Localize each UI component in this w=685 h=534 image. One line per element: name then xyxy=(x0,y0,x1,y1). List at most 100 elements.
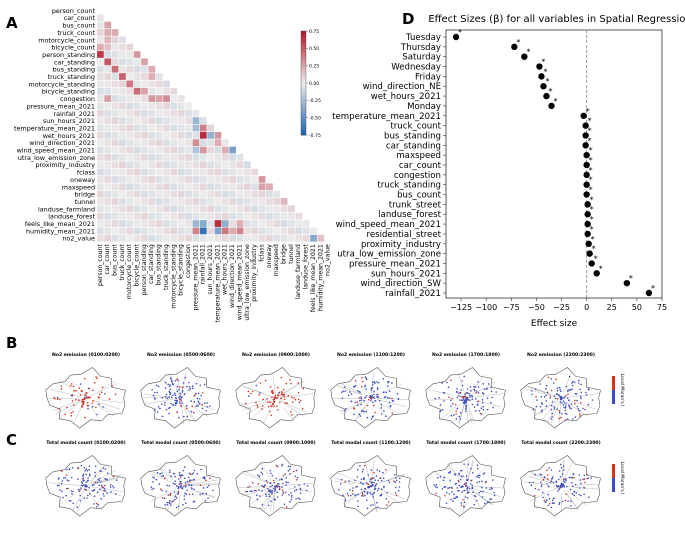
sensor-point xyxy=(176,485,178,487)
sensor-point xyxy=(294,490,296,492)
heatmap-cell xyxy=(126,161,133,168)
sensor-point xyxy=(462,475,464,477)
sensor-point xyxy=(580,396,582,398)
sensor-point xyxy=(456,496,458,498)
sensor-point xyxy=(459,485,461,487)
sensor-point xyxy=(93,503,95,505)
sensor-point xyxy=(561,467,563,469)
heatmap-cell xyxy=(126,191,133,198)
sensor-point xyxy=(188,382,190,384)
sensor-point xyxy=(482,496,484,498)
heatmap-cell xyxy=(134,58,141,65)
sensor-point xyxy=(180,477,182,479)
sensor-point xyxy=(187,416,189,418)
sensor-point xyxy=(365,388,367,390)
sensor-point xyxy=(272,475,274,477)
sensor-point xyxy=(174,476,176,478)
heatmap-cell xyxy=(104,103,111,110)
heatmap-column-label: feels_like_mean_2021 xyxy=(310,244,317,312)
sensor-point xyxy=(97,492,99,494)
sensor-point xyxy=(267,401,269,403)
sensor-point xyxy=(563,485,565,487)
sensor-point xyxy=(264,485,266,487)
sensor-point xyxy=(376,381,378,383)
heatmap-cell xyxy=(207,235,214,242)
sensor-point xyxy=(491,397,493,399)
heatmap-cell xyxy=(259,213,266,220)
heatmap-cell xyxy=(148,132,155,139)
sensor-point xyxy=(460,479,462,481)
heatmap-cell xyxy=(141,191,148,198)
sensor-point xyxy=(247,487,249,489)
sensor-point xyxy=(61,483,63,485)
heatmap-cell xyxy=(134,154,141,161)
sensor-point xyxy=(252,391,254,393)
sensor-point xyxy=(73,386,75,388)
sensor-point xyxy=(553,382,555,384)
sensor-point xyxy=(268,406,270,408)
sensor-point xyxy=(103,467,105,469)
sensor-point xyxy=(359,465,361,467)
effect-category-label: proximity_industry xyxy=(361,240,441,250)
heatmap-cell xyxy=(126,58,133,65)
map-panel: No2 emission (0100:0200) xyxy=(46,352,126,428)
colorbar-segment xyxy=(301,41,306,44)
effect-category-label: rainfall_2021 xyxy=(385,289,441,299)
sensor-point xyxy=(580,402,582,404)
sensor-point xyxy=(386,498,388,500)
sensor-point xyxy=(285,402,287,404)
heatmap-cell xyxy=(126,103,133,110)
sensor-point xyxy=(357,505,359,507)
colorbar-segment xyxy=(301,109,306,112)
sensor-point xyxy=(104,485,106,487)
map-title: Total modal count (1700:1800) xyxy=(426,440,505,446)
sensor-point xyxy=(481,481,483,483)
sensor-point xyxy=(185,484,187,486)
sensor-point xyxy=(573,491,575,493)
heatmap-cell xyxy=(134,81,141,88)
sensor-point xyxy=(290,383,292,385)
sensor-point xyxy=(262,405,264,407)
sensor-point xyxy=(474,504,476,506)
sensor-point xyxy=(53,397,55,399)
colorbar-segment xyxy=(301,80,306,83)
sensor-point xyxy=(95,376,97,378)
heatmap-column-label: proximity_industry xyxy=(251,244,258,302)
heatmap-cell xyxy=(112,117,119,124)
sensor-point xyxy=(378,382,380,384)
heatmap-cell xyxy=(112,132,119,139)
sensor-point xyxy=(191,400,193,402)
sensor-point xyxy=(487,409,489,411)
heatmap-cell xyxy=(215,147,222,154)
sensor-point xyxy=(458,490,460,492)
sensor-point xyxy=(371,389,373,391)
sensor-point xyxy=(92,406,94,408)
sensor-point xyxy=(294,476,296,478)
sensor-point xyxy=(107,472,109,474)
heatmap-cell xyxy=(119,169,126,176)
sensor-point xyxy=(378,488,380,490)
sensor-point xyxy=(270,414,272,416)
sensor-point xyxy=(546,499,548,501)
sensor-point xyxy=(270,473,272,475)
sensor-point xyxy=(357,494,359,496)
sensor-point xyxy=(295,498,297,500)
sensor-point xyxy=(87,402,89,404)
sensor-point xyxy=(579,487,581,489)
sensor-point xyxy=(369,486,371,488)
sensor-point xyxy=(376,469,378,471)
sensor-point xyxy=(391,398,393,400)
colorbar-segment xyxy=(301,60,306,63)
sensor-point xyxy=(457,397,459,399)
sensor-point xyxy=(87,495,89,497)
sensor-point xyxy=(536,399,538,401)
sensor-point xyxy=(383,392,385,394)
sensor-point xyxy=(94,382,96,384)
sensor-point xyxy=(565,480,567,482)
effect-category-label: congestion xyxy=(394,171,441,181)
sensor-point xyxy=(154,392,156,394)
sensor-point xyxy=(483,393,485,395)
sensor-point xyxy=(364,495,366,497)
sensor-point xyxy=(551,469,553,471)
